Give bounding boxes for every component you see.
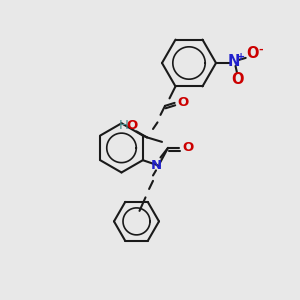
Text: H: H — [119, 119, 128, 133]
Text: O: O — [126, 119, 138, 133]
Text: N: N — [228, 54, 240, 69]
Text: O: O — [177, 96, 189, 110]
Text: N: N — [150, 159, 162, 172]
Text: -: - — [258, 45, 263, 55]
Text: +: + — [237, 52, 245, 62]
Text: O: O — [182, 141, 194, 154]
Text: O: O — [246, 46, 259, 62]
Text: O: O — [231, 72, 243, 87]
